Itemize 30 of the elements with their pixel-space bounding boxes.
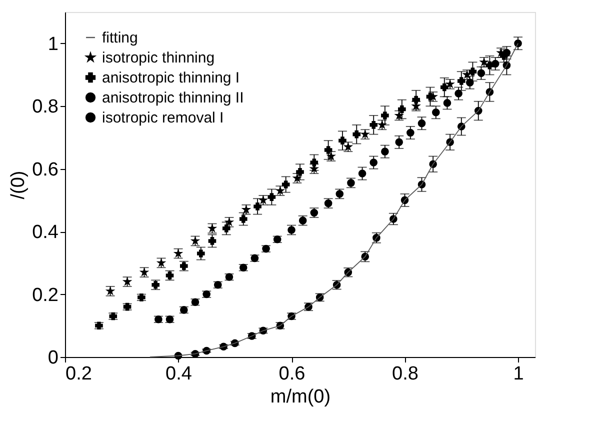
point <box>197 250 205 258</box>
legend-label: anisotropic thinning II <box>102 90 244 106</box>
y-tick-label: 0.2 <box>32 284 58 306</box>
point <box>443 99 452 107</box>
point <box>106 287 114 294</box>
y-tick-label: 1 <box>48 34 58 55</box>
legend-label: anisotropic thinning I <box>102 70 240 86</box>
legend-label: fitting <box>102 30 138 46</box>
point <box>242 206 250 213</box>
point <box>239 215 248 223</box>
point <box>208 237 216 245</box>
point <box>418 119 426 128</box>
point <box>381 112 389 120</box>
point <box>358 170 366 178</box>
x-axis-title: m/m(0) <box>270 386 331 408</box>
y-tick-label: 0 <box>48 348 58 368</box>
legend-label: isotropic thinning <box>102 50 215 66</box>
point <box>477 69 486 78</box>
point <box>370 121 378 129</box>
x-tick-label: 0.6 <box>278 364 306 384</box>
x-tick-label: 0.4 <box>166 364 192 384</box>
legend-label: isotropic removal I <box>102 110 224 126</box>
x-tick-label: 0.2 <box>66 364 92 384</box>
y-axis-title: /(0) <box>8 170 30 200</box>
y-tick-label: 0.8 <box>32 96 58 118</box>
x-tick-label: 0.8 <box>392 364 418 384</box>
y-tick-label: 0.4 <box>32 222 59 244</box>
y-tick-label: 0.6 <box>32 159 58 180</box>
x-tick-label: 1 <box>513 364 524 384</box>
point <box>124 278 132 285</box>
